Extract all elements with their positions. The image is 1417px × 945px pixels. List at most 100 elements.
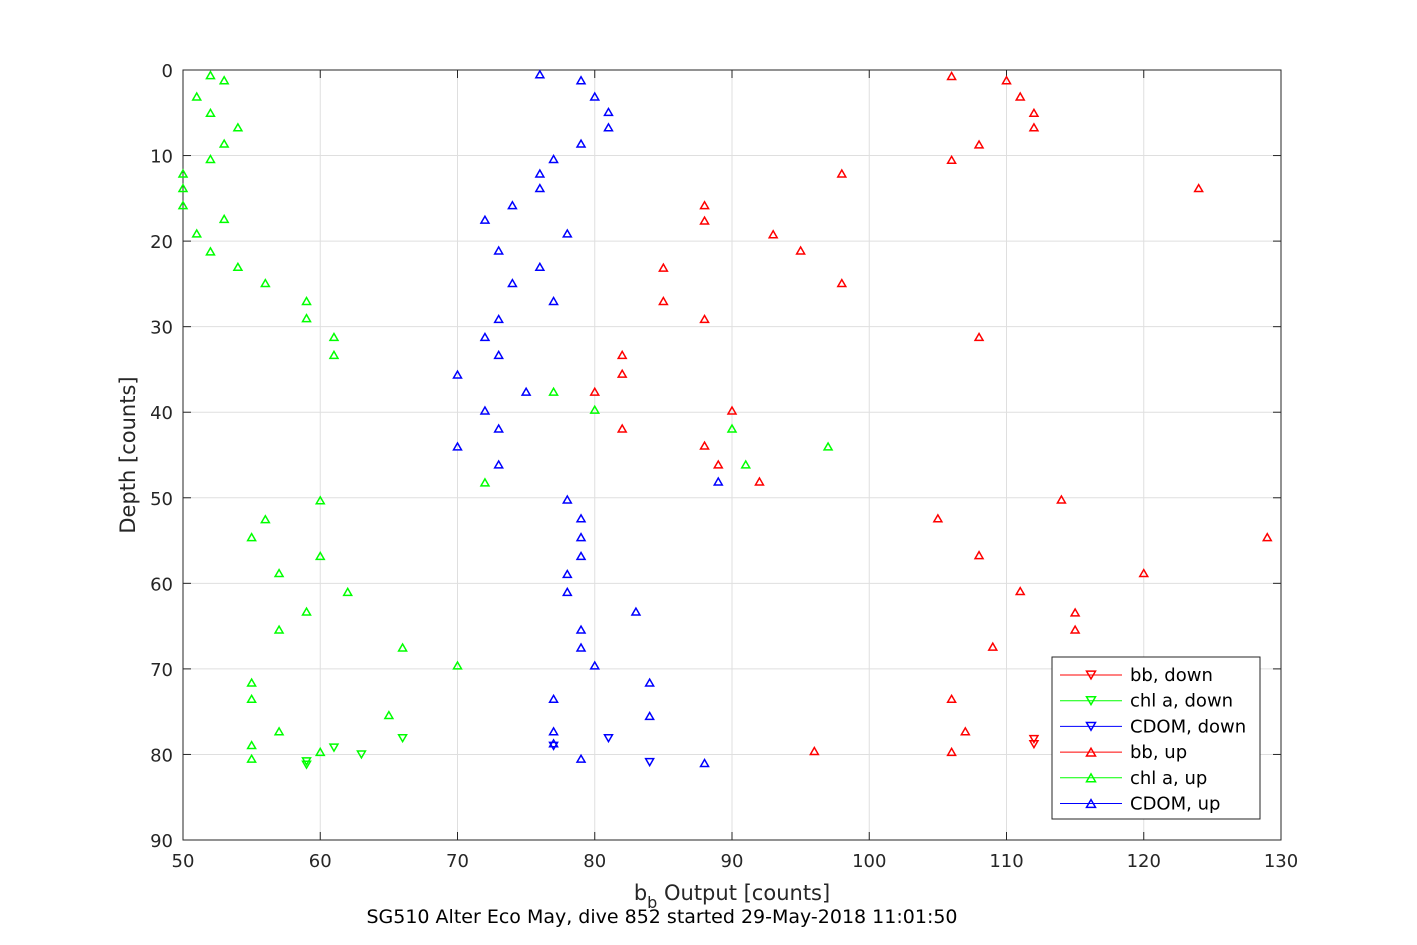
point-bb-up [1014,91,1026,101]
x-tick-label: 120 [1127,851,1161,872]
legend-marker [1085,721,1097,732]
point-cdom-up [507,278,518,288]
legend-label: chl a, down [1130,691,1233,712]
point-bb-up [699,440,710,450]
point-cdom-up [562,568,573,579]
point-cdom-up [562,228,573,238]
y-tick-label: 20 [150,232,173,253]
x-tick-label: 110 [989,851,1023,872]
x-tick-label: 50 [172,851,195,872]
point-bb-up [973,139,985,149]
point-cdom-up [562,586,573,597]
data-markers [177,69,1273,770]
point-bb-up [946,746,957,757]
point-bb-up [754,476,765,486]
point-bb-up [1014,586,1026,596]
legend-label: bb, down [1130,665,1213,686]
point-chl-a-up [740,459,752,469]
point-bb-up [1056,494,1067,504]
point-cdom-up [479,405,491,415]
point-chl-a-down [397,733,408,744]
x-tick-label: 60 [309,851,332,872]
legend-marker [1085,772,1097,783]
point-bb-up [973,550,985,560]
point-bb-up [616,423,628,433]
point-cdom-up [493,459,504,469]
point-cdom-up [479,331,491,342]
point-bb-up [1028,107,1040,117]
point-cdom-up [575,138,587,148]
y-tick-label: 90 [150,831,173,852]
legend-entry-cdom-up: CDOM, up [1060,794,1220,815]
point-chl-a-up [177,200,189,210]
point-chl-a-up [273,568,285,578]
point-chl-a-up [397,642,408,652]
point-chl-a-up [205,70,216,80]
legend-marker [1085,670,1097,681]
point-cdom-down [548,741,559,751]
y-tick-label: 80 [150,745,173,766]
point-chl-a-down [328,743,340,753]
point-cdom-up [452,441,463,451]
point-chl-a-up [273,726,285,736]
x-axis-label-subscript: b [647,893,657,912]
legend-box [1051,656,1261,820]
point-chl-a-up [191,91,203,101]
point-bb-up [616,349,628,360]
y-tick-label: 40 [150,403,173,424]
point-bb-up [1001,75,1012,85]
point-cdom-up [575,624,587,634]
point-cdom-up [507,200,518,210]
point-bb-up [1261,532,1273,542]
point-bb-up [699,215,710,225]
point-chl-a-up [260,278,271,288]
point-cdom-up [548,738,559,748]
point-cdom-up [548,693,559,704]
point-chl-a-up [314,550,326,561]
y-tick-label: 30 [150,318,173,339]
point-bb-up [960,726,971,736]
point-chl-a-up [205,154,216,164]
point-bb-up [699,314,710,324]
x-tick-label: 70 [446,851,469,872]
point-bb-up [616,368,628,378]
point-chl-a-up [822,441,834,451]
point-chl-a-up [342,586,353,597]
point-bb-up [589,386,601,396]
point-cdom-up [630,606,642,616]
point-chl-a-up [383,710,395,720]
x-tick-label: 100 [852,851,886,872]
point-cdom-up [644,710,655,721]
point-chl-a-up [314,746,326,757]
point-chl-a-up [218,75,230,85]
y-tick-label: 0 [162,61,173,82]
point-cdom-up [589,660,601,670]
legend-marker [1085,696,1097,707]
point-cdom-up [534,168,546,178]
y-tick-label: 60 [150,574,173,595]
point-cdom-up [562,494,573,504]
y-tick-label: 50 [150,489,173,510]
point-bb-up [1028,122,1040,132]
x-tick-label: 80 [583,851,606,872]
point-bb-up [932,513,944,523]
point-cdom-up [479,214,491,224]
point-bb-up [1193,183,1204,193]
legend: bb, down chl a, down CDOM, down bb, up chl a… [1051,656,1261,820]
point-bb-up [795,245,806,255]
point-bb-up [946,71,957,81]
point-chl-a-down [356,750,367,760]
y-tick-label: 10 [150,147,173,168]
point-chl-a-up [273,624,285,634]
x-axis-label: bb Output [counts] [634,881,830,912]
point-cdom-up [548,726,559,736]
legend-marker [1085,798,1097,809]
point-bb-up [726,405,738,415]
point-chl-a-up [246,693,257,704]
point-chl-a-up [301,606,312,616]
point-cdom-up [575,75,587,85]
legend-entry-cdom-down: CDOM, down [1060,716,1246,737]
point-bb-up [1069,607,1081,617]
point-cdom-up [575,642,587,652]
legend-entry-bb-down: bb, down [1060,665,1213,686]
